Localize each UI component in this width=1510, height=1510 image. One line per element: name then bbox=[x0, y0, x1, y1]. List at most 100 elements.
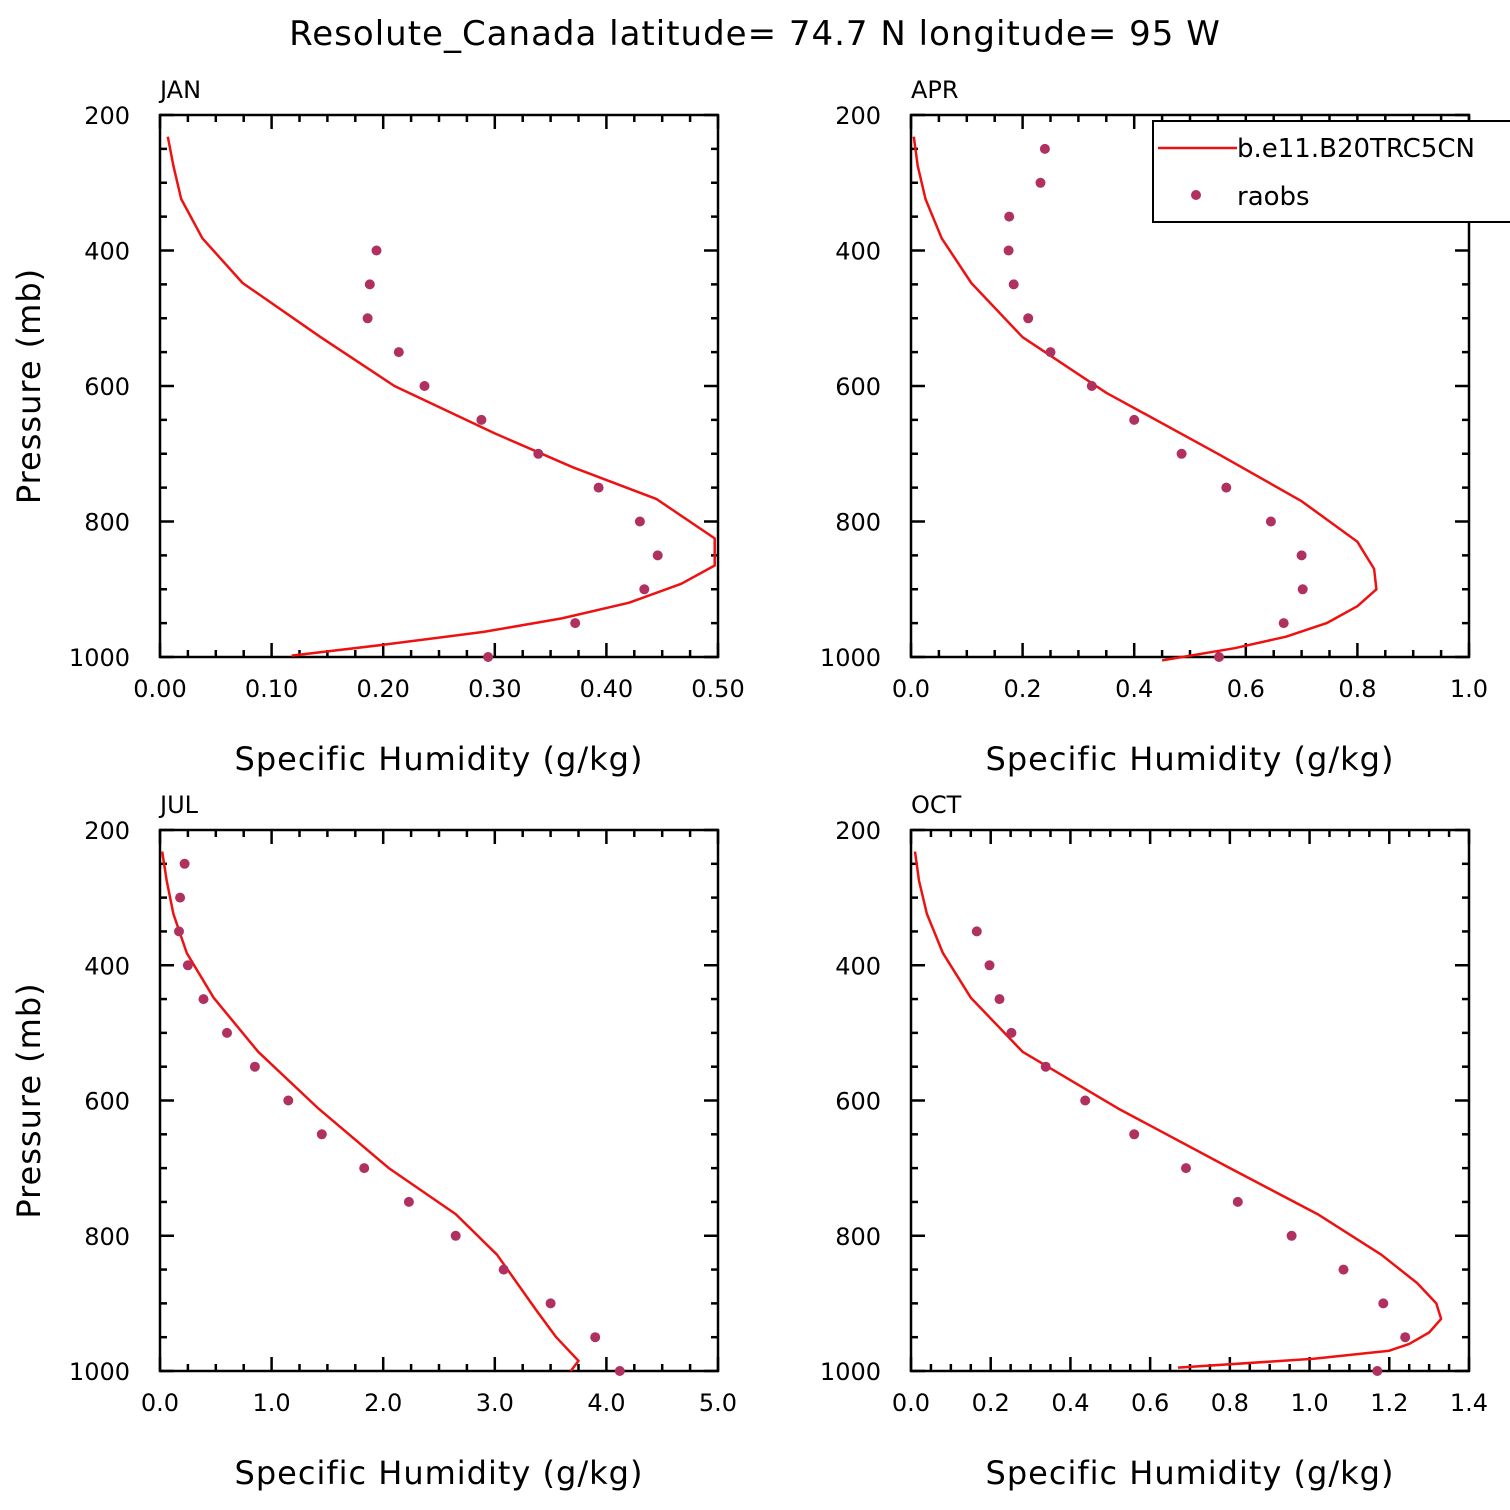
panel-jan-raobs-point bbox=[533, 448, 544, 459]
panel-jul-y-axis-label: Pressure (mb) bbox=[10, 982, 48, 1218]
panel-jul-y-tick-label: 400 bbox=[84, 952, 130, 980]
panel-oct-raobs-point bbox=[1040, 1061, 1051, 1072]
panel-jul-x-tick-label: 5.0 bbox=[699, 1389, 737, 1417]
panel-jul-x-tick-label: 4.0 bbox=[587, 1389, 625, 1417]
panel-oct-y-tick-label: 1000 bbox=[820, 1358, 881, 1386]
panel-jul-x-axis-label: Specific Humidity (g/kg) bbox=[235, 1454, 644, 1492]
panel-jan-x-tick-label: 0.30 bbox=[468, 675, 521, 703]
panel-jul-label: JUL bbox=[158, 791, 199, 819]
panel-oct-raobs-point bbox=[1372, 1366, 1383, 1376]
panel-jul-y-tick-label: 600 bbox=[84, 1088, 130, 1116]
panel-oct-x-tick-label: 1.0 bbox=[1290, 1389, 1328, 1417]
panel-apr-y-tick-label: 1000 bbox=[820, 644, 881, 672]
panel-apr-model-series-line bbox=[912, 136, 1378, 662]
panel-oct-raobs-point bbox=[1286, 1230, 1297, 1241]
panel-apr-x-axis-label: Specific Humidity (g/kg) bbox=[986, 740, 1395, 778]
panel-oct-x-tick-label: 0.8 bbox=[1211, 1389, 1249, 1417]
panel-apr-label: APR bbox=[911, 76, 959, 104]
panel-jan-y-tick-label: 400 bbox=[84, 238, 130, 266]
legend: b.e11.B20TRC5CN raobs bbox=[1152, 120, 1510, 223]
panel-oct-model-series-line bbox=[913, 851, 1443, 1369]
panel-oct-label: OCT bbox=[911, 791, 962, 819]
panel-oct-raobs-point bbox=[971, 926, 982, 937]
legend-raobs-label: raobs bbox=[1237, 182, 1310, 212]
legend-model-label: b.e11.B20TRC5CN bbox=[1237, 134, 1475, 164]
panel-jul: JUL 0.0 1.0 2.0 3.0 4.0 5.0 200 400 600 800 1000 Spe… bbox=[10, 791, 737, 1492]
panel-apr-raobs-point bbox=[1023, 313, 1034, 324]
panel-oct-raobs-point bbox=[1181, 1163, 1191, 1174]
panel-jul-raobs-point bbox=[359, 1163, 370, 1174]
panel-oct-raobs-point bbox=[1400, 1332, 1411, 1343]
panel-apr-raobs-point bbox=[1278, 618, 1289, 629]
panel-jul-raobs-point bbox=[174, 926, 184, 937]
panel-apr-raobs-point bbox=[1003, 245, 1014, 256]
panel-jan-x-tick-label: 0.40 bbox=[580, 675, 633, 703]
legend-raobs-marker bbox=[1191, 190, 1201, 200]
panel-jul-raobs-point bbox=[614, 1366, 625, 1376]
panel-oct-x-tick-label: 0.0 bbox=[892, 1389, 930, 1417]
panel-apr-y-tick-label: 800 bbox=[835, 509, 881, 537]
figure-title: Resolute_Canada latitude= 74.7 N longitu… bbox=[289, 14, 1221, 54]
panel-jul-model-series-line bbox=[160, 851, 580, 1372]
panel-apr: APR 0.0 0.2 0.4 0.6 0.8 1.0 200 400 600 800 1000 Spe… bbox=[820, 76, 1488, 778]
panel-jul-y-tick-label: 1000 bbox=[69, 1358, 130, 1386]
panel-apr-raobs-point bbox=[1214, 652, 1224, 662]
panel-jan-y-tick-label: 1000 bbox=[69, 644, 130, 672]
panel-jan-raobs-point bbox=[634, 516, 645, 527]
panel-apr-y-tick-label: 200 bbox=[835, 102, 881, 130]
panel-oct-plot-frame bbox=[909, 828, 1471, 1373]
panel-jul-raobs-point bbox=[403, 1196, 414, 1207]
panel-oct-raobs-point bbox=[984, 960, 995, 971]
panel-jul-raobs-point bbox=[545, 1298, 556, 1309]
panel-oct-y-tick-label: 200 bbox=[835, 817, 881, 845]
panel-jan-y-tick-label: 800 bbox=[84, 509, 130, 537]
panel-apr-raobs-point bbox=[1296, 550, 1307, 561]
panel-apr-x-tick-label: 0.0 bbox=[892, 675, 930, 703]
panel-apr-raobs-point bbox=[1176, 448, 1187, 459]
panel-jul-raobs-point bbox=[182, 960, 193, 971]
panel-jan-x-tick-label: 0.50 bbox=[691, 675, 744, 703]
panel-apr-x-tick-label: 0.2 bbox=[1004, 675, 1042, 703]
panel-oct-x-axis-label: Specific Humidity (g/kg) bbox=[986, 1454, 1395, 1492]
panel-jul-raobs-point bbox=[450, 1230, 461, 1241]
panel-jul-raobs-point bbox=[316, 1129, 327, 1140]
panel-jan-raobs-point bbox=[570, 618, 581, 629]
panel-apr-x-tick-label: 0.8 bbox=[1338, 675, 1376, 703]
panel-jul-raobs-point bbox=[498, 1264, 509, 1275]
panel-oct-x-tick-label: 0.2 bbox=[972, 1389, 1010, 1417]
panel-oct-raobs-point bbox=[1338, 1264, 1349, 1275]
panel-apr-raobs-point bbox=[1265, 516, 1276, 527]
panel-jan-x-axis-label: Specific Humidity (g/kg) bbox=[235, 740, 644, 778]
panel-jul-raobs-point bbox=[283, 1095, 294, 1106]
panel-jan-raobs-point bbox=[593, 482, 604, 493]
panel-apr-y-tick-label: 400 bbox=[835, 238, 881, 266]
panel-jan-y-axis-label: Pressure (mb) bbox=[10, 268, 48, 504]
panel-jul-raobs-point bbox=[590, 1332, 601, 1343]
panel-apr-x-tick-label: 1.0 bbox=[1450, 675, 1488, 703]
panel-jul-raobs-point bbox=[179, 858, 190, 869]
panel-oct-raobs-point bbox=[1080, 1095, 1091, 1106]
panel-jan-raobs-point bbox=[364, 279, 375, 290]
panel-apr-raobs-point bbox=[1221, 482, 1232, 493]
panel-jul-x-tick-label: 0.0 bbox=[141, 1389, 179, 1417]
panel-oct-x-tick-label: 0.6 bbox=[1131, 1389, 1169, 1417]
legend-box bbox=[1152, 120, 1510, 223]
panel-jan-label: JAN bbox=[158, 76, 201, 104]
panel-oct-raobs-point bbox=[994, 994, 1005, 1005]
panel-oct-raobs-point bbox=[1378, 1298, 1389, 1309]
panel-jul-raobs-point bbox=[175, 892, 186, 903]
panel-apr-y-tick-label: 600 bbox=[835, 373, 881, 401]
panel-apr-raobs-point bbox=[1297, 584, 1308, 595]
panel-jan-raobs-point bbox=[483, 652, 494, 662]
panel-oct-raobs-point bbox=[1006, 1027, 1017, 1038]
panel-oct-raobs-point bbox=[1232, 1196, 1243, 1207]
panel-apr-raobs-point bbox=[1035, 177, 1046, 188]
panel-apr-raobs-point bbox=[1086, 381, 1097, 391]
panel-jan-raobs-point bbox=[371, 245, 382, 256]
panel-oct-y-tick-label: 600 bbox=[835, 1088, 881, 1116]
panel-jan-raobs-point bbox=[393, 347, 404, 358]
panel-jan-model-series-line bbox=[166, 136, 716, 657]
panel-jul-plot-frame bbox=[158, 828, 720, 1373]
panel-jan-raobs-point bbox=[362, 313, 373, 324]
panel-jan-y-tick-label: 200 bbox=[84, 102, 130, 130]
